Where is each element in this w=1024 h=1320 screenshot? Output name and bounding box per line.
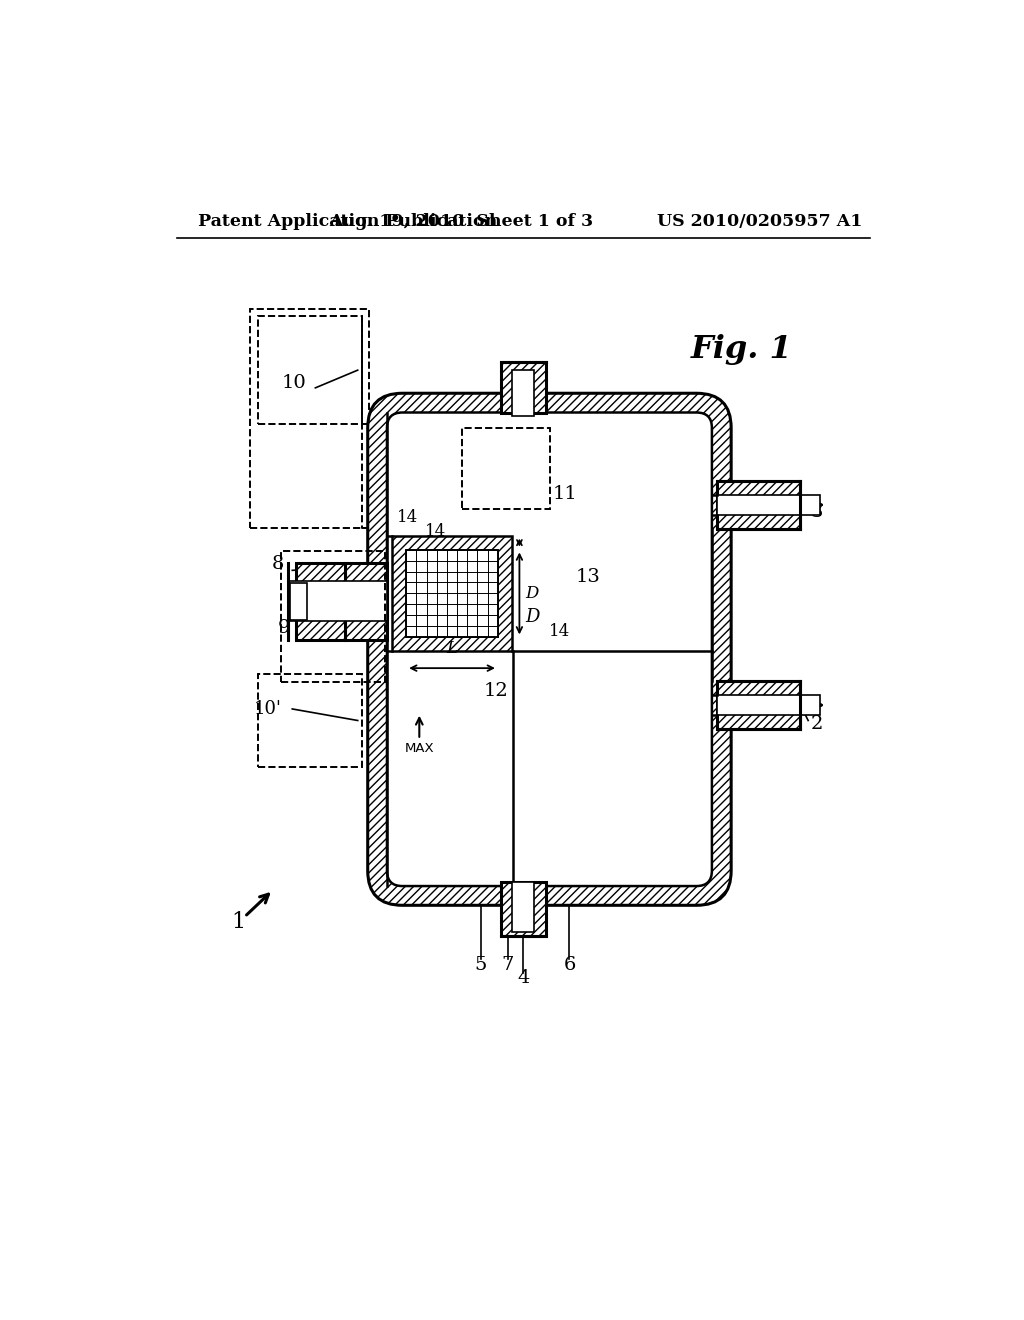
Bar [392, 536, 512, 651]
Bar [501, 882, 546, 936]
Bar [407, 549, 498, 638]
Text: 7: 7 [502, 956, 514, 974]
Text: 2: 2 [810, 714, 823, 733]
Bar [258, 317, 361, 424]
Text: 14: 14 [549, 623, 570, 640]
Text: Patent Application Publication: Patent Application Publication [199, 213, 498, 230]
Bar [250, 309, 370, 528]
Text: 10': 10' [254, 700, 282, 718]
Text: 13: 13 [575, 569, 600, 586]
Bar [512, 370, 535, 416]
Bar [501, 882, 546, 936]
Bar [717, 480, 801, 529]
Text: 10: 10 [282, 375, 306, 392]
Text: L: L [446, 640, 457, 657]
Bar [296, 562, 345, 640]
Bar [512, 882, 535, 932]
Bar [462, 428, 550, 508]
Text: 5: 5 [475, 956, 487, 974]
Bar [258, 675, 361, 767]
Bar [501, 363, 546, 412]
Bar [345, 562, 387, 640]
FancyBboxPatch shape [368, 393, 731, 906]
Text: US 2010/0205957 A1: US 2010/0205957 A1 [656, 213, 862, 230]
Text: 8: 8 [272, 556, 285, 573]
Text: 3: 3 [810, 503, 823, 521]
Bar [281, 552, 385, 682]
Bar [345, 562, 387, 640]
Bar [407, 549, 498, 638]
Bar [289, 581, 387, 622]
Bar [392, 536, 512, 651]
Text: 1: 1 [231, 911, 246, 933]
Bar [717, 480, 801, 529]
Text: 14: 14 [425, 523, 446, 540]
Text: 11: 11 [553, 486, 578, 503]
Text: D: D [525, 607, 540, 626]
Text: MAX: MAX [404, 742, 434, 755]
Bar [717, 681, 801, 729]
Bar [717, 696, 819, 715]
Text: 4: 4 [517, 969, 529, 986]
FancyBboxPatch shape [387, 412, 712, 886]
Text: Fig. 1: Fig. 1 [691, 334, 793, 364]
Bar [717, 681, 801, 729]
Text: D: D [525, 585, 539, 602]
Text: 12: 12 [483, 682, 508, 700]
Text: 6: 6 [563, 956, 575, 974]
Text: Aug. 19, 2010  Sheet 1 of 3: Aug. 19, 2010 Sheet 1 of 3 [330, 213, 594, 230]
Bar [717, 495, 819, 515]
Text: 14: 14 [396, 510, 418, 527]
Bar [501, 363, 546, 412]
Text: 9: 9 [278, 619, 290, 638]
Bar [290, 582, 307, 619]
Bar [296, 562, 345, 640]
